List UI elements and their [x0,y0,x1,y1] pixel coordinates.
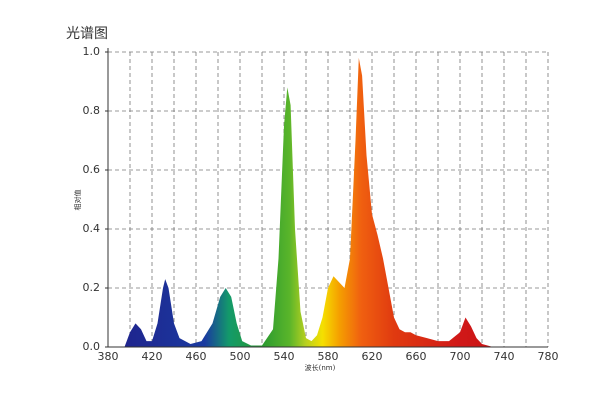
x-tick-label: 500 [230,350,251,363]
y-tick-label: 0.8 [83,104,101,117]
y-axis-label: 相对值 [73,190,82,211]
y-tick-label: 0.0 [83,340,101,353]
spectrum-area [108,57,493,348]
x-tick-label: 620 [362,350,383,363]
x-tick-label: 460 [186,350,207,363]
x-tick-label: 540 [274,350,295,363]
y-tick-label: 0.6 [83,163,101,176]
y-tick-label: 0.4 [83,222,101,235]
x-tick-label: 380 [98,350,119,363]
y-tick-label: 0.2 [83,281,101,294]
chart-title: 光谱图 [66,26,108,42]
x-tick-label: 740 [494,350,515,363]
x-tick-label: 580 [318,350,339,363]
y-tick-label: 1.0 [83,45,101,58]
x-tick-label: 700 [450,350,471,363]
x-tick-label: 420 [142,350,163,363]
x-tick-label: 780 [538,350,559,363]
x-axis-label: 波长(nm) [305,363,336,372]
x-tick-label: 660 [406,350,427,363]
